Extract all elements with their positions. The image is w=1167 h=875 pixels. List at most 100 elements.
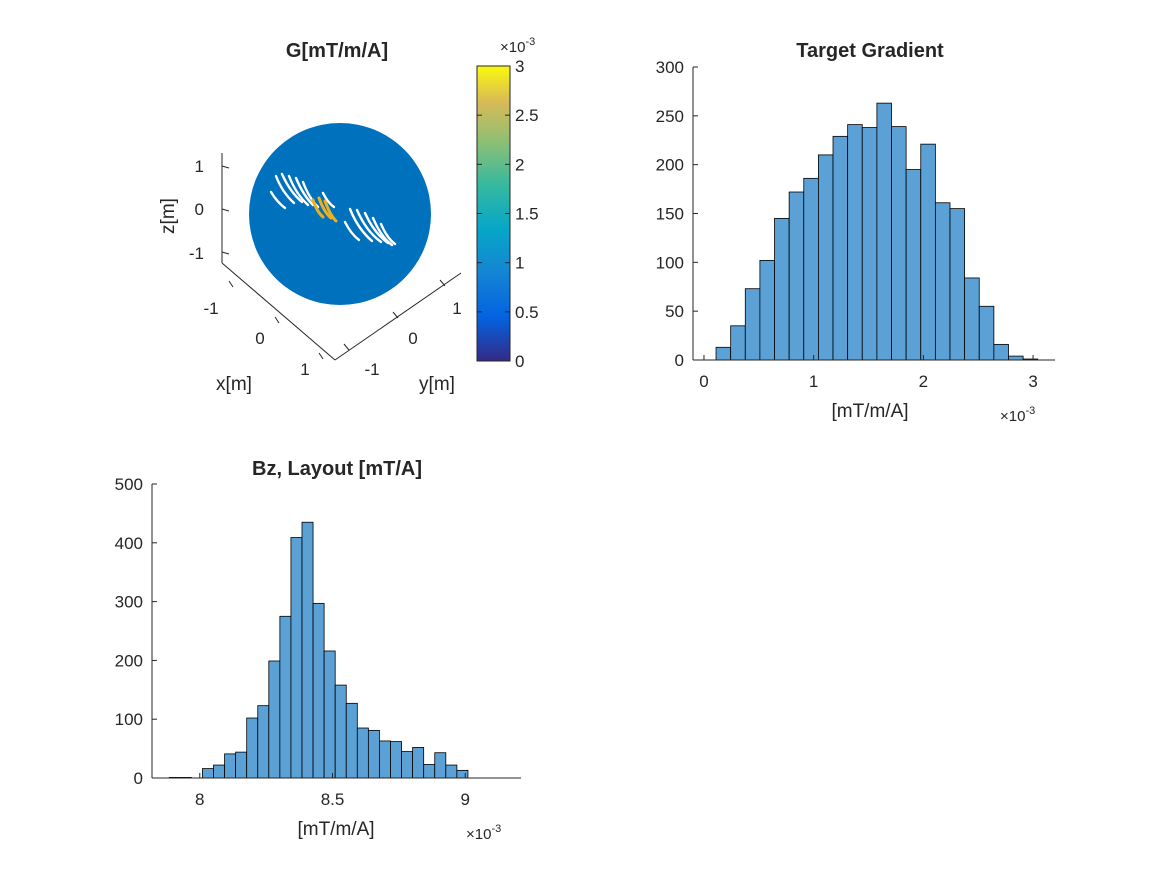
x-tick-label: 8.5 — [321, 790, 345, 809]
target-gradient-subplot: Target Gradient 0 50 100 150 200 250 300 0 1 2 3 [… — [656, 40, 1055, 425]
histogram-bar — [978, 305, 995, 361]
x-tick-mark — [228, 280, 234, 288]
histogram-bar — [861, 127, 878, 361]
z-tick-mark — [221, 208, 230, 212]
target-gradient-plot: 0 50 100 150 200 250 300 0 1 2 3 — [656, 58, 1055, 391]
histogram-bar — [213, 764, 225, 779]
y-tick-label: 1 — [452, 299, 461, 318]
histogram-bar — [235, 751, 248, 779]
y-tick-label: 0 — [134, 769, 143, 788]
y-axis-line — [334, 272, 462, 361]
histogram-bar — [268, 660, 281, 779]
x-tick-mark — [274, 316, 280, 324]
histogram-bar — [964, 277, 980, 361]
histogram-bar — [390, 741, 402, 779]
histogram-bar — [412, 747, 425, 779]
y-tick-label: 100 — [656, 253, 684, 272]
x-tick-label: 1 — [809, 372, 818, 391]
histogram-bar — [993, 343, 1009, 361]
x-tick-label: -1 — [203, 299, 218, 318]
z-tick-label: -1 — [189, 244, 204, 263]
y-tick-mark — [392, 311, 399, 319]
histogram-bar — [788, 191, 805, 361]
histogram-bar — [434, 752, 447, 779]
x-tick-label: 1 — [300, 360, 309, 379]
histogram-bar — [345, 702, 358, 779]
colorbar-tick-label: 2 — [515, 155, 524, 174]
x-axis-label: x[m] — [216, 374, 252, 395]
x-tick-label: 2 — [919, 372, 928, 391]
bz-layout-plot: 0 100 200 300 400 500 8 8.5 9 — [115, 475, 521, 809]
histogram-bar — [456, 769, 469, 779]
y-tick-label: 200 — [656, 156, 684, 175]
colorbar-ticks: 3 2.5 2 1.5 1 0.5 0 — [477, 57, 539, 371]
histogram-bar — [774, 217, 790, 361]
y-tick-label: 150 — [656, 205, 684, 224]
histogram-bar — [401, 751, 414, 779]
x-tick-label: 9 — [461, 790, 470, 809]
histogram-bar — [905, 169, 922, 361]
histogram-bar — [949, 208, 966, 361]
y-tick-label: 50 — [665, 302, 684, 321]
y-tick-label: 300 — [115, 593, 143, 612]
histogram-bar — [423, 764, 436, 779]
colorbar — [476, 65, 511, 362]
y-tick-label: 0 — [675, 351, 684, 370]
y-tick-label: 250 — [656, 107, 684, 126]
sphere-subplot: G[mT/m/A] 1 0 -1 z[m] -1 0 1 x[m] -1 0 1… — [158, 36, 539, 395]
histogram-bar — [246, 717, 259, 779]
z-tick-label: 0 — [195, 200, 204, 219]
sphere-gaps — [269, 172, 397, 247]
z-tick-mark — [221, 165, 230, 169]
target-gradient-title: Target Gradient — [796, 40, 944, 62]
colorbar-tick-label: 0 — [515, 352, 524, 371]
histogram-bar — [312, 602, 325, 779]
histogram-bar — [334, 684, 347, 779]
colorbar-exponent: ×10-3 — [500, 36, 535, 56]
histogram-bar — [803, 177, 819, 361]
sphere-title: G[mT/m/A] — [286, 40, 388, 62]
histogram-bar — [279, 615, 292, 779]
histogram-bar — [832, 135, 849, 361]
histogram-bar — [290, 537, 303, 779]
x-tick-mark — [318, 352, 324, 360]
histogram-bar — [715, 346, 732, 361]
x-axis-line — [221, 262, 336, 361]
z-axis-label: z[m] — [158, 198, 179, 234]
histogram-bar — [257, 705, 270, 779]
histogram-bar — [847, 124, 863, 361]
bz-layout-xlabel: [mT/m/A] — [297, 819, 374, 840]
x-tick-label: 8 — [195, 790, 204, 809]
histogram-bar — [934, 202, 951, 361]
y-tick-mark — [439, 279, 446, 287]
histogram-bar — [367, 729, 380, 779]
histogram-bar — [202, 768, 214, 779]
y-tick-mark — [343, 343, 350, 351]
histogram-bar — [356, 727, 369, 779]
histogram-bar — [1008, 355, 1024, 361]
y-axis-label: y[m] — [419, 374, 455, 395]
colorbar-tick-label: 2.5 — [515, 106, 539, 125]
histogram-bar — [445, 764, 458, 779]
y-tick-label: 0 — [408, 329, 417, 348]
histogram-bar — [817, 154, 834, 361]
bz-layout-title: Bz, Layout [mT/A] — [252, 458, 422, 480]
x-tick-label: 3 — [1028, 372, 1037, 391]
sphere-hotspot — [311, 196, 338, 223]
x-tick-label: 0 — [255, 329, 264, 348]
histogram-bar — [301, 521, 314, 779]
sphere-surface — [249, 123, 431, 305]
target-gradient-exponent: ×10-3 — [1000, 405, 1035, 425]
histogram-bar — [224, 753, 237, 779]
y-tick-label: 300 — [656, 58, 684, 77]
y-tick-label: 100 — [115, 710, 143, 729]
histogram-bar — [744, 288, 761, 361]
z-tick-label: 1 — [195, 157, 204, 176]
target-gradient-xlabel: [mT/m/A] — [831, 401, 908, 422]
y-tick-label: -1 — [364, 360, 379, 379]
histogram-bar — [920, 143, 936, 361]
z-tick-mark — [221, 251, 230, 255]
histogram-bar — [323, 650, 336, 779]
colorbar-tick-label: 1 — [515, 254, 524, 273]
